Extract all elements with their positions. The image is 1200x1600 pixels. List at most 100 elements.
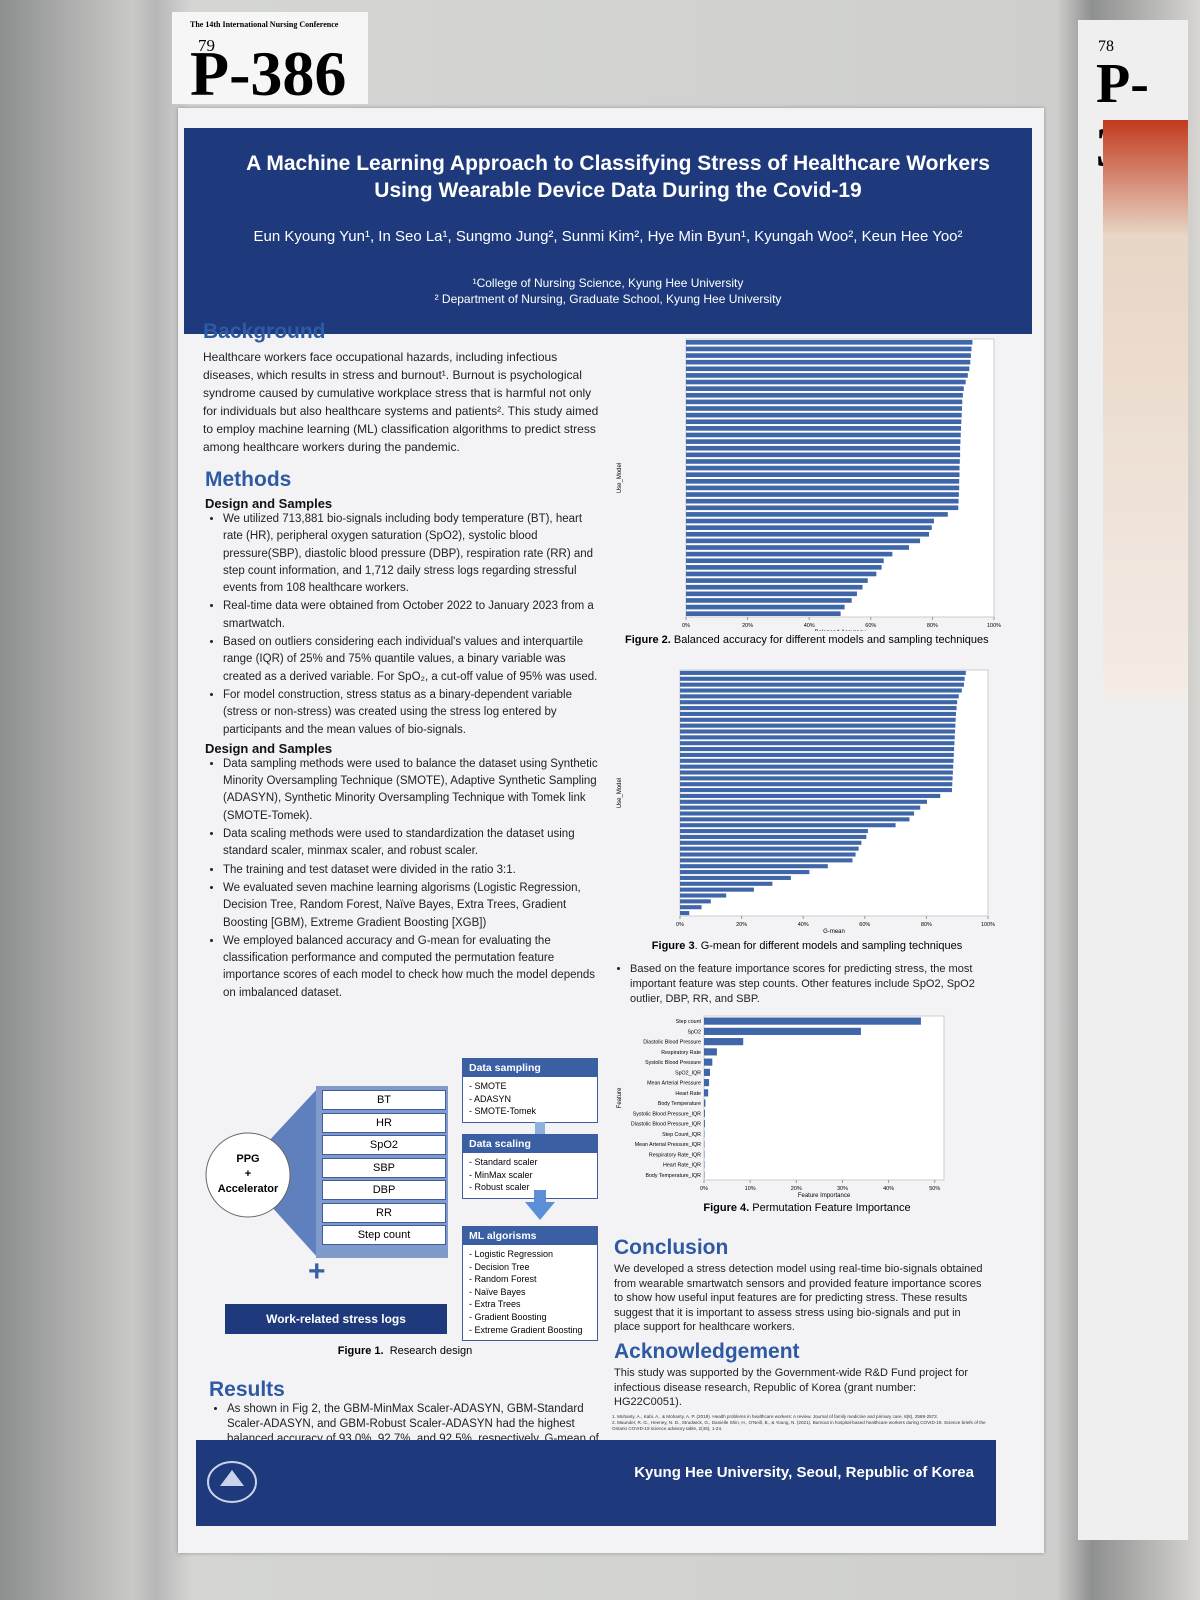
bar: [686, 518, 934, 524]
x-tick-label: 50%: [929, 1186, 940, 1192]
bar: [680, 694, 959, 699]
neighbor-poster: 78 P-37: [1078, 20, 1188, 1540]
x-tick-label: 20%: [736, 922, 747, 928]
arrow: [535, 1122, 545, 1134]
figure-caption: Figure 2. Balanced accuracy for differen…: [625, 634, 995, 646]
bar: [686, 412, 962, 418]
bar: [680, 735, 955, 740]
figure-caption: Figure 1. Research design: [240, 1345, 570, 1357]
bar: [686, 339, 973, 345]
bullet: We evaluated seven machine learning algo…: [223, 880, 605, 932]
box-item: - Extreme Gradient Boosting: [469, 1324, 583, 1335]
bar: [686, 386, 964, 391]
bar: [680, 782, 953, 787]
box-title: Data sampling: [463, 1059, 597, 1077]
bar: [686, 439, 961, 444]
source-top: PPG: [236, 1153, 260, 1165]
box-items: - Logistic Regression - Decision Tree - Ra…: [463, 1245, 597, 1340]
y-tick-label: Diastolic Blood Pressure: [643, 1040, 701, 1046]
reference: 1. Mohanty, A., Kabi, A., & Mohanty, A. …: [612, 1414, 939, 1419]
bar: [686, 498, 959, 504]
bar: [680, 723, 956, 728]
bar: [686, 591, 857, 597]
caption-text: Balanced accuracy for different models a…: [673, 634, 989, 646]
x-axis-label: G-mean: [823, 929, 845, 935]
bar: [686, 551, 893, 557]
bar: [686, 558, 884, 564]
bar: [686, 565, 882, 570]
plot-frame: [685, 338, 995, 618]
x-axis-label: Balanced Accuracy: [814, 630, 865, 631]
neighbor-stripe: [1103, 120, 1188, 700]
bar: [680, 893, 727, 898]
bullet: Data scaling methods were used to standa…: [223, 826, 605, 861]
acknowledgement-section: Acknowledgement This study was supported…: [614, 1340, 986, 1410]
bar: [686, 538, 921, 544]
bar: [686, 604, 845, 610]
y-tick-label: Body Temperature: [658, 1101, 701, 1107]
bar: [680, 688, 962, 693]
bar: [686, 611, 841, 617]
box-item: - Robust scaler: [469, 1182, 530, 1193]
bar: [686, 531, 930, 537]
section-heading: Conclusion: [614, 1236, 729, 1259]
x-tick-label: 30%: [837, 1186, 848, 1192]
bar: [680, 793, 941, 798]
x-tick-label: 80%: [921, 922, 932, 928]
signal-box: HR: [322, 1112, 446, 1133]
affiliation: ² Department of Nursing, Graduate School…: [434, 292, 782, 306]
pipeline-box: ML algorisms - Logistic Regression - Decis…: [462, 1226, 598, 1342]
section-heading: Acknowledgement: [614, 1340, 800, 1363]
bar: [680, 805, 921, 810]
bar: [680, 706, 957, 711]
box-item: - SMOTE: [469, 1081, 507, 1091]
background-section: Background Healthcare workers face occup…: [203, 320, 608, 456]
bar: [680, 770, 953, 775]
y-tick-label: Heart Rate_IQR: [663, 1163, 701, 1169]
plus-sign: +: [308, 1255, 326, 1288]
box-item: - Gradient Boosting: [469, 1311, 547, 1322]
box-items: - SMOTE - ADASYN - SMOTE-Tomek: [463, 1077, 597, 1122]
arrow: [525, 1202, 555, 1220]
bar: [686, 359, 971, 365]
y-tick-label: Body Temperature_IQR: [645, 1173, 701, 1179]
signal-box: Step count: [322, 1225, 446, 1245]
bar: [704, 1068, 710, 1076]
bar: [704, 1027, 861, 1035]
bullet: Based on outliers considering each indiv…: [223, 634, 605, 686]
caption-text: . G-mean for different models and sampli…: [694, 940, 963, 952]
bar: [704, 1048, 717, 1056]
bullet: The training and test dataset were divid…: [223, 862, 605, 879]
poster-header: A Machine Learning Approach to Classifyi…: [184, 128, 1032, 334]
bullet: We employed balanced accuracy and G-mean…: [223, 933, 605, 1002]
source-dot: +: [244, 1168, 252, 1180]
signal-box: SpO2: [322, 1135, 446, 1155]
bar: [680, 875, 791, 880]
bar: [686, 419, 962, 425]
box-item: - Random Forest: [469, 1274, 537, 1285]
stress-logs: Work-related stress logs: [225, 1304, 447, 1334]
bar: [704, 1017, 921, 1025]
bar: [686, 379, 966, 385]
caption-label: Figure 2.: [625, 634, 671, 646]
bar: [680, 752, 954, 757]
references: 1. Mohanty, A., Kabi, A., & Mohanty, A. …: [612, 1414, 992, 1432]
figure-caption: Figure 4. Permutation Feature Importance: [612, 1202, 1002, 1214]
bar: [680, 776, 953, 781]
box-items: - Standard scaler - MinMax scaler - Robust…: [463, 1153, 597, 1198]
bullet-list: We utilized 713,881 bio-signals includin…: [205, 511, 605, 739]
y-tick-label: Step count: [676, 1019, 702, 1025]
bar: [680, 899, 711, 904]
bar: [680, 711, 956, 716]
y-tick-label: SpO2: [687, 1029, 701, 1035]
box-item: - SMOTE-Tomek: [469, 1106, 537, 1117]
tag-number: 79: [198, 36, 215, 55]
bar: [686, 598, 852, 603]
y-tick-label: Systolic Blood Pressure_IQR: [633, 1111, 701, 1117]
x-tick-label: 10%: [745, 1186, 756, 1192]
conclusion-section: Conclusion We developed a stress detecti…: [614, 1236, 986, 1335]
signal-box: SBP: [322, 1157, 446, 1178]
section-heading: Results: [209, 1378, 285, 1401]
box-item: - Decision Tree: [469, 1261, 530, 1272]
bar: [686, 545, 909, 550]
